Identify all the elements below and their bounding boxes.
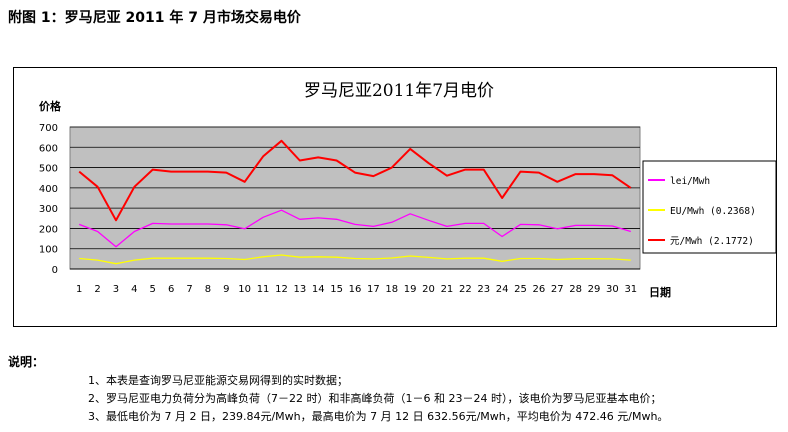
x-tick-label: 25 [514,284,527,295]
x-tick-label: 20 [422,284,435,295]
x-tick-label: 2 [94,284,100,295]
y-tick-label: 500 [39,164,58,175]
y-tick-label: 700 [39,123,58,134]
y-tick-label: 600 [39,143,58,154]
note-item: 2、罗马尼亚电力负荷分为高峰负荷（7－22 时）和非高峰负荷（1－6 和 23－… [88,392,662,405]
page-heading: 附图 1：罗马尼亚 2011 年 7 月市场交易电价 [8,10,301,26]
legend-label: EU/Mwh (0.2368) [670,206,756,217]
y-axis-label: 价格 [39,99,62,113]
legend-label: 元/Mwh (2.1772) [670,236,754,247]
x-tick-label: 30 [606,284,619,295]
line-chart: 罗马尼亚2011年7月电价 价格 日期 0 100 200 300 400 500 600 7… [39,81,776,299]
x-tick-label: 12 [275,284,288,295]
note-item: 1、本表是查询罗马尼亚能源交易网得到的实时数据； [88,374,348,387]
y-tick-label: 0 [52,265,58,276]
x-tick-label: 11 [257,284,270,295]
legend-label: lei/Mwh [670,176,710,187]
plot-background [69,126,641,270]
x-tick-label: 17 [367,284,380,295]
x-tick-label: 27 [551,284,564,295]
x-tick-label: 1 [76,284,82,295]
x-tick-label: 6 [168,284,174,295]
x-axis-label: 日期 [649,285,671,299]
x-tick-label: 15 [330,284,343,295]
x-tick-label: 18 [385,284,398,295]
series-line [78,209,631,248]
x-tick-label: 5 [150,284,156,295]
x-tick-label: 24 [496,284,509,295]
x-tick-label: 7 [186,284,192,295]
x-tick-label: 4 [131,284,137,295]
x-tick-label: 21 [441,284,454,295]
notes-title: 说明： [8,355,45,369]
chart-title: 罗马尼亚2011年7月电价 [304,81,494,101]
y-tick-label: 100 [39,245,58,256]
x-tick-label: 8 [205,284,211,295]
x-tick-label: 26 [533,284,546,295]
x-tick-label: 22 [459,284,472,295]
x-tick-label: 14 [312,284,325,295]
x-tick-label: 28 [569,284,582,295]
x-tick-label: 3 [113,284,119,295]
chart-container: 罗马尼亚2011年7月电价 价格 日期 0 100 200 300 400 500 600 7… [13,67,777,327]
note-item: 3、最低电价为 7 月 2 日，239.84元/Mwh，最高电价为 7 月 12… [88,410,669,423]
series-line [79,254,631,265]
x-tick-label: 31 [624,284,637,295]
x-tick-label: 16 [349,284,362,295]
x-tick-label: 13 [293,284,306,295]
legend-box [642,160,776,254]
x-tick-label: 9 [223,284,229,295]
x-tick-label: 19 [404,284,417,295]
series-line [78,139,632,222]
legend: lei/Mwh EU/Mwh (0.2368) 元/Mwh (2.1772) [642,160,776,254]
y-tick-label: 300 [39,204,58,215]
y-tick-label: 200 [39,224,58,235]
x-tick-label: 29 [588,284,601,295]
x-tick-label: 10 [238,284,251,295]
x-tick-label: 23 [477,284,490,295]
y-tick-label: 400 [39,184,58,195]
